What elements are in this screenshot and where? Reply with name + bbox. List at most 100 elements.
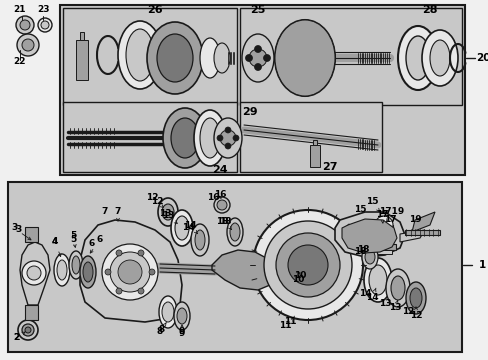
Ellipse shape [147,22,203,94]
Bar [312,140,316,145]
Bar [63,102,237,172]
Circle shape [224,143,230,149]
Ellipse shape [163,108,206,168]
Circle shape [18,320,38,340]
Ellipse shape [200,118,220,158]
Text: 3: 3 [15,225,21,234]
Circle shape [116,250,122,256]
Text: 8: 8 [159,325,165,334]
Circle shape [254,63,261,71]
Text: 11: 11 [278,319,294,330]
Circle shape [38,18,52,32]
Text: 14: 14 [358,289,370,298]
Circle shape [22,324,34,336]
Circle shape [254,45,261,53]
Text: 24: 24 [212,165,227,175]
Text: 5: 5 [70,234,76,243]
Circle shape [116,288,122,294]
Text: 18: 18 [218,217,231,229]
Ellipse shape [397,26,437,90]
Polygon shape [411,212,434,232]
Ellipse shape [421,30,457,86]
Text: 6: 6 [90,235,103,253]
Circle shape [110,252,150,292]
Ellipse shape [118,21,162,89]
Ellipse shape [214,43,229,73]
Text: 19: 19 [408,216,421,225]
Text: 4: 4 [52,238,58,247]
Circle shape [275,233,339,297]
Circle shape [16,16,34,34]
Circle shape [214,197,229,213]
Text: 1: 1 [477,260,485,270]
Ellipse shape [195,230,204,250]
Circle shape [138,288,143,294]
Ellipse shape [171,210,193,246]
Circle shape [232,135,239,141]
Circle shape [118,260,142,284]
Text: 14: 14 [182,224,194,233]
Ellipse shape [194,110,225,166]
Ellipse shape [191,224,208,256]
Text: 20: 20 [475,53,488,63]
Text: 15: 15 [353,206,366,215]
Text: 8: 8 [157,323,166,337]
Circle shape [217,200,226,210]
Ellipse shape [390,276,404,300]
Bar [309,145,319,167]
Ellipse shape [368,265,386,295]
Polygon shape [20,242,50,305]
Circle shape [374,226,392,244]
Text: 17: 17 [383,216,395,225]
Circle shape [138,250,143,256]
Ellipse shape [175,216,189,240]
Text: 7: 7 [102,207,108,216]
Polygon shape [25,227,38,242]
Text: 12: 12 [409,307,421,320]
Text: 12: 12 [401,307,413,316]
Circle shape [25,327,31,333]
Text: 7: 7 [115,207,121,221]
Ellipse shape [409,288,421,308]
Bar [76,40,88,80]
Circle shape [252,210,362,320]
Text: 14: 14 [183,221,197,234]
Bar [373,250,391,254]
Circle shape [105,269,111,275]
Circle shape [22,261,46,285]
Polygon shape [334,212,404,257]
Text: 12: 12 [145,193,163,207]
Text: 2: 2 [13,332,25,342]
Ellipse shape [405,282,425,314]
Text: 2: 2 [13,333,19,342]
Text: 9: 9 [179,325,185,338]
Text: 18: 18 [353,248,366,256]
Bar [240,102,381,172]
Text: 17: 17 [375,211,387,223]
Ellipse shape [385,269,409,307]
Circle shape [217,135,223,141]
Text: 12: 12 [150,198,163,207]
Text: 14: 14 [365,288,378,302]
Text: 13: 13 [388,301,401,312]
Polygon shape [25,305,38,320]
Text: 28: 28 [421,5,437,15]
Ellipse shape [69,251,83,279]
Text: 9: 9 [179,328,185,337]
Bar [80,32,84,40]
Ellipse shape [229,223,240,241]
Text: 21: 21 [13,5,25,14]
Circle shape [20,20,30,30]
Ellipse shape [158,198,178,226]
Ellipse shape [80,256,96,288]
Circle shape [102,244,158,300]
Ellipse shape [214,118,242,158]
Circle shape [287,245,327,285]
Text: 23: 23 [37,5,49,14]
Ellipse shape [364,250,374,264]
Ellipse shape [177,308,186,324]
Ellipse shape [72,256,80,274]
Bar [8,182,461,352]
Text: 13: 13 [162,211,174,220]
Text: 15: 15 [365,198,379,212]
